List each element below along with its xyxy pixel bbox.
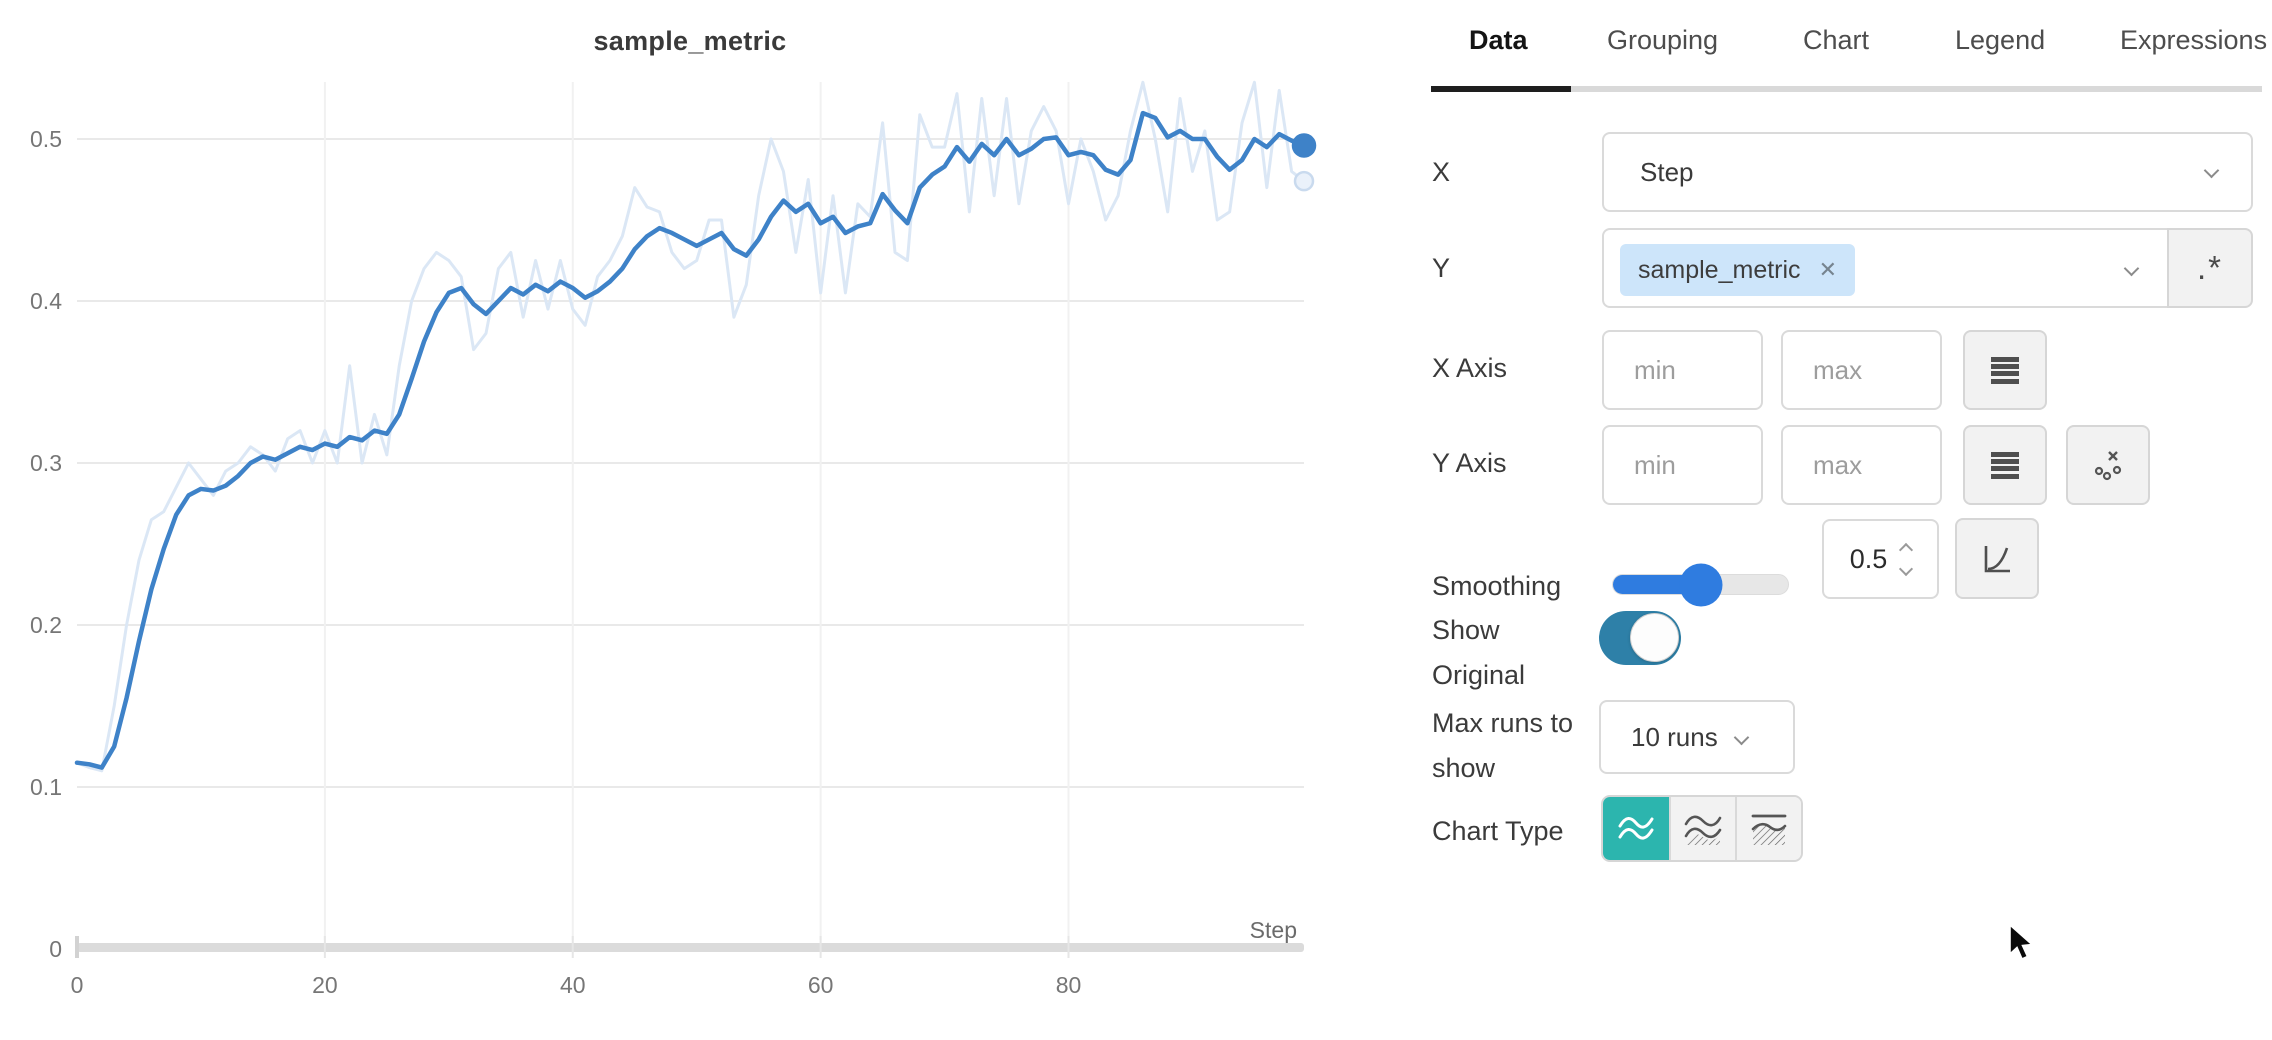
log-scale-icon [1991, 452, 2019, 479]
y-tick-label: 0.3 [30, 450, 62, 476]
y-field-multiselect[interactable]: sample_metric ✕ [1602, 228, 2169, 308]
y-tick-label: 0.5 [30, 126, 62, 152]
log-scale-icon [1991, 357, 2019, 384]
chart-type-minmax-button[interactable] [1735, 797, 1801, 860]
x-axis-ticks [323, 936, 1070, 958]
x-axis-origin-cap [75, 936, 79, 958]
mouse-cursor [2009, 924, 2034, 961]
y-axis-log-scale-button[interactable] [1963, 425, 2047, 505]
y-tick-label: 0.2 [30, 612, 62, 638]
y-tick-label: 0.4 [30, 288, 62, 314]
x-tick-label: 80 [1056, 972, 1082, 998]
x-tick-label: 0 [71, 972, 84, 998]
x-axis-label: X Axis [1432, 353, 1508, 383]
y-metric-chip-label: sample_metric [1638, 255, 1801, 284]
x-axis-title: Step [1250, 917, 1297, 943]
smoothing-stepper[interactable] [1899, 542, 1914, 576]
outliers-icon [2094, 451, 2122, 481]
tab-chart[interactable]: Chart [1803, 25, 1870, 55]
smoothing-slider-fill [1613, 575, 1701, 594]
smoothing-slider-thumb[interactable] [1679, 563, 1722, 606]
tab-data[interactable]: Data [1469, 25, 1528, 55]
line-chart-icon [1618, 816, 1654, 840]
smoothing-label: Smoothing [1432, 571, 1562, 601]
smoothing-type-button[interactable] [1955, 518, 2039, 599]
tab-expressions[interactable]: Expressions [2120, 25, 2268, 55]
show-original-toggle[interactable] [1599, 611, 1681, 665]
tab-legend[interactable]: Legend [1955, 25, 2046, 55]
x-field-label: X [1432, 157, 1451, 187]
gridlines [77, 82, 1304, 940]
max-runs-value: 10 runs [1631, 721, 1718, 752]
x-axis-max-input[interactable] [1781, 330, 1942, 410]
line-chart-plot: 0.5 0.4 0.3 0.2 0.1 0 0 20 40 60 80 Step [30, 80, 1317, 998]
smoothing-curve-icon [1984, 545, 2010, 572]
area-chart-icon [1684, 815, 1722, 845]
chart-title: sample_metric [593, 26, 787, 56]
tab-grouping[interactable]: Grouping [1607, 25, 1719, 55]
chart-card: sample_metric 0.5 0.4 0.3 0.2 0.1 0 0 20 40 60 80… [30, 26, 1317, 998]
y-tick-labels: 0.5 0.4 0.3 0.2 0.1 0 [30, 126, 62, 962]
series-lines [74, 80, 1307, 773]
chart-type-label: Chart Type [1432, 816, 1564, 846]
y-metric-chip[interactable]: sample_metric ✕ [1620, 244, 1855, 296]
chip-close-icon[interactable]: ✕ [1818, 257, 1837, 282]
y-axis-min-input[interactable] [1602, 425, 1763, 505]
toggle-knob [1630, 613, 1679, 662]
smoothed-line [74, 110, 1307, 770]
x-tick-label: 20 [312, 972, 338, 998]
smoothed-end-dot [1291, 133, 1317, 158]
x-tick-label: 60 [808, 972, 834, 998]
y-field-label: Y [1432, 253, 1451, 283]
y-axis-max-input[interactable] [1781, 425, 1942, 505]
chevron-down-icon [1733, 729, 1750, 745]
minmax-area-icon [1751, 814, 1787, 845]
series-end-dots [1291, 133, 1317, 192]
y-tick-label: 0.1 [30, 774, 62, 800]
chart-type-button-group [1601, 795, 1803, 862]
y-tick-label: 0 [49, 936, 62, 962]
chevron-down-icon [2203, 162, 2220, 179]
smoothing-value-box[interactable]: 0.5 [1822, 519, 1939, 599]
chart-type-line-button[interactable] [1603, 797, 1669, 860]
max-runs-dropdown[interactable]: 10 runs [1599, 700, 1795, 774]
y-regex-toggle-button[interactable]: .* [2167, 228, 2253, 308]
original-end-dot [1293, 170, 1315, 192]
original-line [75, 80, 1306, 773]
x-field-value: Step [1640, 156, 1694, 187]
y-axis-label: Y Axis [1432, 448, 1507, 478]
x-axis-log-scale-button[interactable] [1963, 330, 2047, 410]
x-axis-bar [77, 943, 1304, 952]
x-tick-label: 40 [560, 972, 586, 998]
tab-underline-track [1431, 86, 2262, 92]
max-runs-label: Max runs to show [1432, 708, 1574, 783]
show-original-label: Show Original [1432, 615, 1526, 690]
smoothing-value: 0.5 [1849, 543, 1888, 574]
smoothing-slider[interactable] [1612, 563, 1789, 606]
chevron-down-icon [2123, 260, 2140, 277]
chart-type-area-button[interactable] [1669, 797, 1735, 860]
x-tick-labels: 0 20 40 60 80 [71, 972, 1082, 998]
x-field-select[interactable]: Step [1602, 132, 2253, 212]
x-axis-min-input[interactable] [1602, 330, 1763, 410]
ignore-outliers-button[interactable] [2066, 425, 2150, 505]
tab-underline-active [1431, 86, 1571, 92]
chart-settings-panel: Data Grouping Chart Legend Expressions X… [1420, 0, 2272, 1040]
